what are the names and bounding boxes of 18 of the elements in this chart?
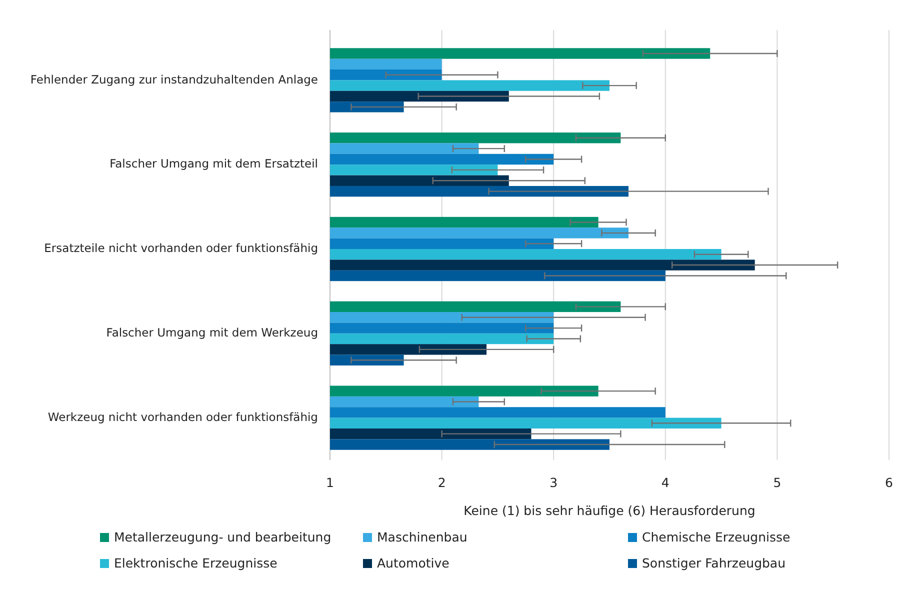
legend-label: Chemische Erzeugnisse [642, 529, 791, 544]
legend-label: Automotive [377, 555, 450, 570]
legend-label: Elektronische Erzeugnisse [114, 555, 278, 570]
y-tick-label: Ersatzteile nicht vorhanden oder funktionsfähig [44, 241, 318, 256]
x-tick-label: 3 [550, 475, 558, 490]
legend-label: Maschinenbau [377, 529, 468, 544]
y-tick-label: Fehlender Zugang zur instandzuhaltenden Anlage [30, 72, 318, 86]
x-tick-label: 5 [773, 475, 782, 490]
x-tick-label: 6 [885, 475, 894, 490]
legend-label: Sonstiger Fahrzeugbau [642, 555, 786, 570]
y-tick-label: Falscher Umgang mit dem Ersatzteil [110, 156, 318, 171]
y-tick-label: Falscher Umgang mit dem Werkzeug [106, 326, 318, 340]
x-tick-label: 1 [326, 475, 334, 490]
y-tick-label: Werkzeug nicht vorhanden oder funktionsfähig [48, 410, 318, 424]
x-tick-label: 2 [438, 475, 446, 490]
x-axis-title: Keine (1) bis sehr häufige (6) Herausforderung [464, 503, 756, 518]
legend-label: Metallerzeugung- und bearbeitung [114, 529, 332, 544]
x-tick-label: 4 [661, 475, 670, 490]
